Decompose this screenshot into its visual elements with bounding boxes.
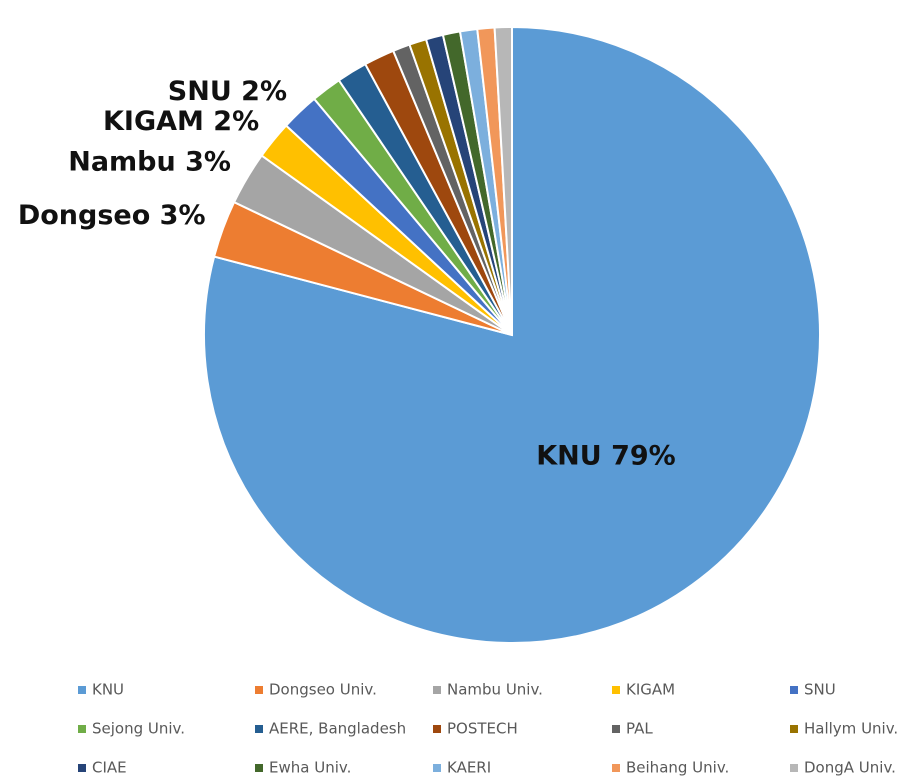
legend-swatch [790,686,798,694]
legend-label: Nambu Univ. [447,681,543,699]
data-label: KIGAM 2% [103,106,259,137]
legend-label: SNU [804,681,836,699]
legend-label: KIGAM [626,681,675,699]
legend-swatch [612,764,620,772]
data-label: SNU 2% [168,76,287,107]
legend-label: KNU [92,681,124,699]
legend-label: Dongseo Univ. [269,681,377,699]
legend-swatch [790,725,798,733]
legend-label: AERE, Bangladesh [269,720,406,738]
pie-slice [493,25,513,336]
legend-label: Sejong Univ. [92,720,185,738]
legend-label: CIAE [92,759,127,777]
legend-label: PAL [626,720,653,738]
legend-swatch [255,764,263,772]
legend-swatch [78,725,86,733]
legend-swatch [612,725,620,733]
legend-swatch [433,686,441,694]
legend-swatch [612,686,620,694]
legend-swatch [255,725,263,733]
data-label: KNU 79% [536,440,675,471]
legend-swatch [255,686,263,694]
legend-label: KAERI [447,759,491,777]
legend-swatch [78,686,86,694]
legend-swatch [433,725,441,733]
legend-label: POSTECH [447,720,518,738]
legend-label: Ewha Univ. [269,759,351,777]
legend-swatch [78,764,86,772]
data-label: Dongseo 3% [18,200,206,231]
legend-label: DongA Univ. [804,759,896,777]
legend-swatch [790,764,798,772]
data-label: Nambu 3% [68,146,231,177]
legend-label: Beihang Univ. [626,759,729,777]
legend-label: Hallym Univ. [804,720,898,738]
legend-swatch [433,764,441,772]
